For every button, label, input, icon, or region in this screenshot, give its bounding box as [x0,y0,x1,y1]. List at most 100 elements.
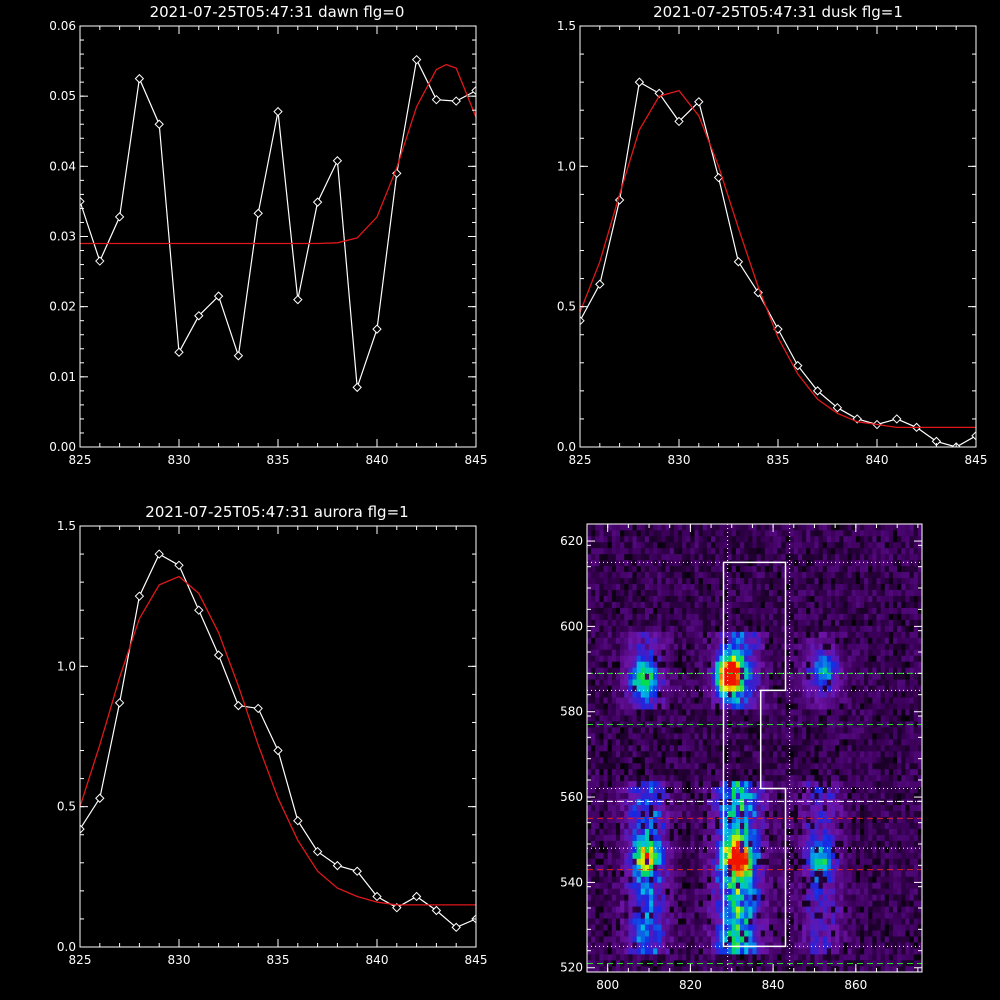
heatmap-cell [735,816,741,823]
heatmap-cell [661,918,666,925]
plot-clip-group [580,77,976,447]
heatmap-cell [628,524,633,531]
heatmap-cell [587,655,592,662]
heatmap-cell [797,966,803,972]
heatmap-cell [744,906,749,913]
heatmap-cell [777,631,782,638]
heatmap-cell [810,739,815,746]
heatmap-cell [649,655,654,662]
heatmap-cell [661,745,666,752]
heatmap-cell [748,750,753,758]
heatmap-cell [822,715,828,722]
heatmap-cell [719,858,724,865]
heatmap-cell [644,625,650,632]
heatmap-cell [665,792,671,800]
heatmap-cell [797,691,803,698]
heatmap-cell [624,822,629,829]
heatmap-cell [793,930,799,937]
heatmap-cell [723,786,728,794]
heatmap-cell [748,619,753,626]
heatmap-cell [615,595,621,602]
heatmap-cell [723,948,728,955]
heatmap-cell [673,631,679,638]
heatmap-cell [603,721,608,728]
heatmap-cell [686,709,691,716]
heatmap-cell [785,619,790,626]
heatmap-cell [781,643,786,650]
heatmap-cell [657,942,662,949]
heatmap-cell [686,649,691,656]
heatmap-cell [764,858,770,865]
heatmap-cell [822,942,828,949]
heatmap-cell [628,822,633,829]
heatmap-cell [677,619,683,626]
heatmap-cell [644,589,650,596]
heatmap-cell [810,541,815,549]
heatmap-cell [620,876,625,883]
heatmap-cell [686,900,691,907]
heatmap-cell [806,745,811,752]
heatmap-cell [636,529,642,537]
heatmap-cell [760,535,766,543]
heatmap-cell [711,960,716,967]
heatmap-cell [677,697,683,704]
heatmap-cell [657,924,662,931]
heatmap-cell [810,810,815,817]
heatmap-cell [698,858,704,865]
heatmap-cell [731,798,737,806]
heatmap-cell [661,535,666,543]
heatmap-cell [657,583,662,591]
heatmap-cell [694,739,699,746]
heatmap-cell [702,613,708,620]
heatmap-cell [677,864,683,871]
heatmap-cell [785,661,790,668]
heatmap-cell [657,900,662,907]
heatmap-cell [665,709,671,716]
heatmap-cell [661,649,666,656]
heatmap-cell [764,798,770,806]
heatmap-cell [591,535,596,543]
heatmap-cell [789,798,795,806]
heatmap-cell [723,649,728,656]
heatmap-cell [706,703,712,710]
heatmap-cell [591,768,596,776]
heatmap-cell [615,930,621,937]
heatmap-cell [657,882,662,889]
heatmap-cell [644,948,650,955]
heatmap-cell [785,894,790,901]
heatmap-cell [595,762,600,770]
heatmap-cell [764,619,770,626]
heatmap-cell [620,697,625,704]
heatmap-cell [748,906,753,913]
heatmap-cell [814,524,819,525]
heatmap-cell [665,756,671,764]
heatmap-cell [620,798,625,806]
heatmap-cell [785,798,790,806]
heatmap-cell [677,661,683,668]
heatmap-cell [690,529,695,537]
heatmap-cell [764,948,770,955]
heatmap-cell [818,936,824,943]
heatmap-cell [665,858,671,865]
heatmap-cell [719,894,724,901]
heatmap-cell [673,673,679,680]
heatmap-cell [661,661,666,668]
heatmap-cell [669,876,675,883]
heatmap-cell [686,912,691,919]
heatmap-cell [686,798,691,806]
heatmap-cell [719,595,724,602]
heatmap-cell [719,882,724,889]
heatmap-cell [669,733,675,740]
heatmap-cell [723,810,728,817]
heatmap-cell [793,619,799,626]
heatmap-cell [682,912,687,919]
heatmap-cell [677,912,683,919]
heatmap-cell [785,966,790,972]
heatmap-cell [706,661,712,668]
heatmap-cell [591,792,596,800]
heatmap-cell [632,840,637,847]
heatmap-cell [744,828,749,835]
heatmap-cell [644,571,650,579]
heatmap-cell [810,894,815,901]
heatmap-cell [661,798,666,806]
